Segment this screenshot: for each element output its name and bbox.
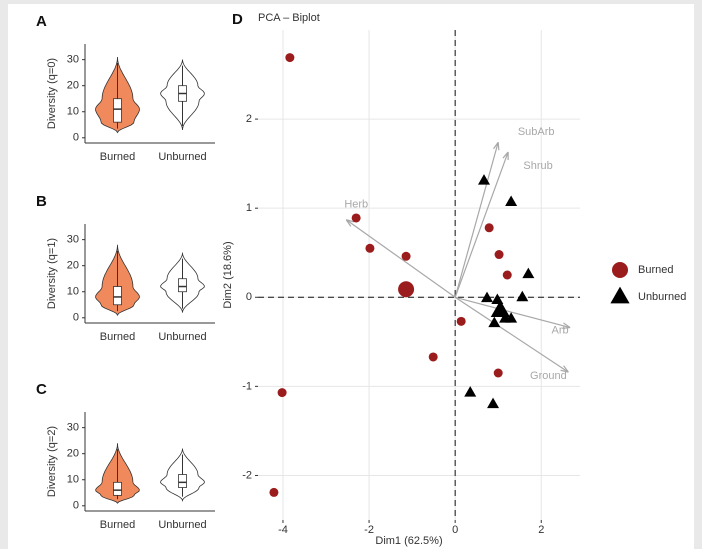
legend-marker bbox=[612, 262, 628, 278]
x-tick-label: -2 bbox=[364, 524, 374, 536]
point bbox=[277, 388, 287, 398]
arrow-head bbox=[493, 141, 500, 151]
legend-label: Unburned bbox=[638, 291, 686, 303]
point bbox=[494, 250, 504, 260]
y-tick-label: 1 bbox=[246, 202, 252, 214]
y-axis-label: Diversity (q=2) bbox=[46, 426, 58, 497]
point bbox=[365, 243, 375, 253]
box bbox=[113, 481, 122, 496]
arrow-label: Shrub bbox=[523, 160, 552, 172]
y-axis-label: Dim2 (18.6%) bbox=[222, 241, 234, 308]
y-tick-label: 30 bbox=[67, 422, 79, 434]
point bbox=[493, 368, 503, 378]
point bbox=[502, 270, 512, 280]
loading-arrow bbox=[454, 151, 509, 298]
point bbox=[488, 316, 501, 328]
arrow-label: Arb bbox=[552, 324, 569, 336]
legend-marker bbox=[610, 286, 630, 304]
x-tick-label: Unburned bbox=[158, 151, 206, 163]
box bbox=[113, 98, 122, 123]
box bbox=[178, 278, 187, 293]
point bbox=[464, 386, 477, 397]
y-tick-label: 2 bbox=[246, 113, 252, 125]
x-tick-label: Burned bbox=[100, 151, 135, 163]
panel-label: A bbox=[36, 13, 47, 30]
point bbox=[487, 397, 500, 409]
chart-title: PCA – Biplot bbox=[258, 12, 320, 24]
point bbox=[478, 174, 491, 185]
x-tick-label: Unburned bbox=[158, 519, 206, 531]
arrow-label: SubArb bbox=[518, 126, 555, 138]
loading-arrow bbox=[455, 296, 571, 329]
y-tick-label: 20 bbox=[67, 260, 79, 272]
box bbox=[178, 474, 187, 488]
arrow-head bbox=[502, 151, 509, 161]
y-tick-label: 10 bbox=[67, 106, 79, 118]
arrow-head bbox=[345, 219, 355, 227]
box bbox=[113, 286, 122, 306]
y-tick-label: 0 bbox=[73, 312, 79, 324]
point bbox=[522, 267, 535, 279]
point bbox=[505, 195, 518, 206]
arrow-label: Herb bbox=[344, 199, 368, 211]
y-tick-label: 30 bbox=[67, 234, 79, 246]
arrow-head bbox=[562, 322, 571, 329]
panel-label: D bbox=[232, 11, 243, 28]
point bbox=[285, 53, 295, 63]
legend-label: Burned bbox=[638, 264, 673, 276]
y-tick-label: 30 bbox=[67, 54, 79, 66]
y-tick-label: 20 bbox=[67, 448, 79, 460]
x-tick-label: Burned bbox=[100, 331, 135, 343]
point bbox=[456, 316, 466, 326]
x-tick-label: -4 bbox=[278, 524, 288, 536]
x-tick-label: 0 bbox=[452, 524, 458, 536]
point bbox=[269, 487, 279, 497]
point bbox=[428, 352, 438, 362]
panel-label: C bbox=[36, 381, 47, 398]
y-tick-label: -2 bbox=[242, 469, 252, 481]
y-axis-label: Diversity (q=0) bbox=[46, 58, 58, 129]
y-tick-label: 20 bbox=[67, 80, 79, 92]
loading-arrow bbox=[454, 142, 499, 298]
point bbox=[351, 213, 361, 223]
point bbox=[516, 290, 529, 302]
point bbox=[401, 251, 411, 261]
y-tick-label: -1 bbox=[242, 380, 252, 392]
x-tick-label: 2 bbox=[538, 524, 544, 536]
loading-arrow bbox=[454, 296, 569, 373]
y-tick-label: 10 bbox=[67, 286, 79, 298]
loading-arrow bbox=[345, 219, 456, 298]
arrow-label: Ground bbox=[530, 370, 567, 382]
y-tick-label: 0 bbox=[246, 291, 252, 303]
x-tick-label: Burned bbox=[100, 519, 135, 531]
y-tick-label: 0 bbox=[73, 500, 79, 512]
point bbox=[484, 223, 494, 233]
y-axis-label: Diversity (q=1) bbox=[46, 238, 58, 309]
point bbox=[481, 291, 494, 303]
y-tick-label: 0 bbox=[73, 132, 79, 144]
x-axis-label: Dim1 (62.5%) bbox=[375, 535, 442, 547]
point bbox=[398, 281, 415, 298]
x-tick-label: Unburned bbox=[158, 331, 206, 343]
panel-label: B bbox=[36, 193, 47, 210]
point bbox=[505, 312, 518, 323]
y-tick-label: 10 bbox=[67, 474, 79, 486]
arrow-head bbox=[560, 365, 569, 373]
